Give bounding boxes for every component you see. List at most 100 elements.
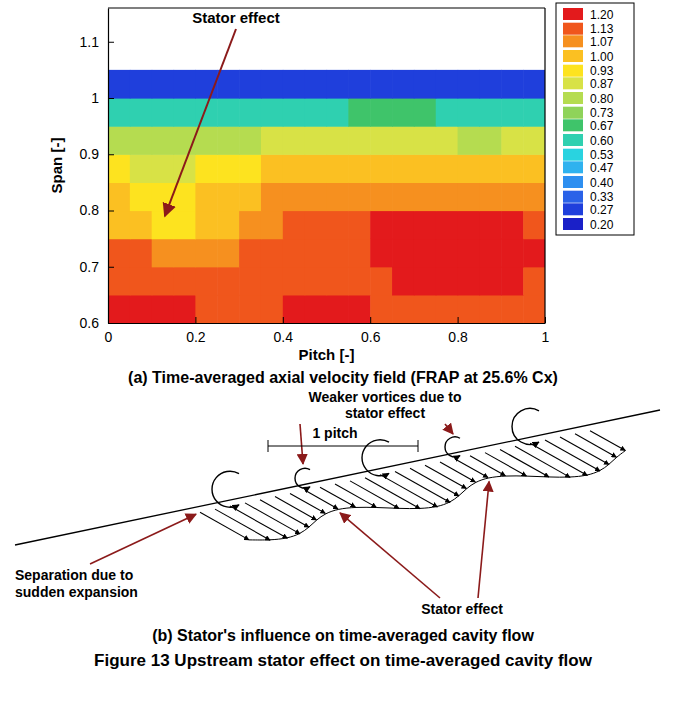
cell [458,182,480,211]
cell [261,182,283,211]
flow-arrow [215,509,270,540]
cell [523,267,545,296]
cell [414,211,436,240]
cell [305,70,327,99]
cell [130,98,152,127]
cell [305,154,327,183]
cell [283,295,305,323]
cell [523,70,545,99]
tick-mark [283,317,284,323]
cell [283,98,305,127]
cell [392,267,414,296]
colorbar-swatch [563,92,583,104]
colorbar: 0.200.270.330.400.470.530.600.670.730.80… [556,3,634,235]
cell [261,211,283,240]
cell [174,211,196,240]
colorbar-frame [556,3,634,235]
cell [523,154,545,183]
cell [414,295,436,323]
cell [523,211,545,240]
cell [436,154,458,183]
cell [130,182,152,211]
diagram: Weaker vortices due tostator effect 1 pit… [15,389,660,617]
cell [458,211,480,240]
colorbar-label: 0.80 [590,92,614,106]
cell [174,154,196,183]
cell [195,154,217,183]
cell [239,211,261,240]
cell [479,182,501,211]
cell [152,70,174,99]
cell [130,211,152,240]
cell [370,126,392,155]
colorbar-swatch [563,203,583,215]
cell [108,182,130,211]
cell [152,154,174,183]
cell [458,267,480,296]
colorbar-label: 0.40 [590,176,614,190]
cell [108,154,130,183]
cell [479,126,501,155]
cell [458,154,480,183]
cell [501,211,523,240]
cell [305,295,327,323]
cell [152,126,174,155]
tick: 1 [542,317,550,345]
cell [283,211,305,240]
cell [501,70,523,99]
cell [501,182,523,211]
cell [458,70,480,99]
cell [261,98,283,127]
cell [239,70,261,99]
cell [523,295,545,323]
cell [501,126,523,155]
cell [174,98,196,127]
colorbar-label: 0.27 [590,203,614,217]
cell [348,239,370,268]
flow-arrow [485,453,526,476]
cell [436,211,458,240]
flow-arrow [305,490,338,509]
cell [130,267,152,296]
tick-mark [370,317,371,323]
tick: 0.4 [274,317,294,345]
cell [152,98,174,127]
cell [195,126,217,155]
diagram-label: Weaker vortices due tostator effect [308,389,461,421]
cell [261,239,283,268]
cell [174,239,196,268]
frame-line [108,7,545,8]
cell [130,239,152,268]
colorbar-label: 0.47 [590,161,614,175]
tick-label: 0.4 [274,329,294,345]
annotation-arrow [165,29,236,216]
cell [479,239,501,268]
tick-label: 0.6 [361,329,381,345]
cell [348,211,370,240]
cell [392,126,414,155]
tick: 0.2 [186,317,206,345]
diagram-label: 1 pitch [312,425,357,441]
cell [305,211,327,240]
cell [436,239,458,268]
tick-label: 1.1 [80,34,100,50]
cell [348,267,370,296]
cell [327,267,349,296]
leader-line [90,514,196,564]
cell [130,295,152,323]
panel-caption: (b) Stator's influence on time-averaged … [152,627,534,644]
colorbar-swatch [563,218,583,230]
colorbar-label: 0.67 [590,119,614,133]
cell [305,126,327,155]
flow-arrow [575,434,616,457]
vortex [295,468,310,488]
flow-arrow [320,487,355,507]
cell [436,295,458,323]
flow-arrow [470,456,505,476]
flow-arrow [515,446,570,477]
cell [327,295,349,323]
cell [261,70,283,99]
flow-arrow [335,484,376,507]
cell [458,98,480,127]
colorbar-swatch [563,119,583,131]
